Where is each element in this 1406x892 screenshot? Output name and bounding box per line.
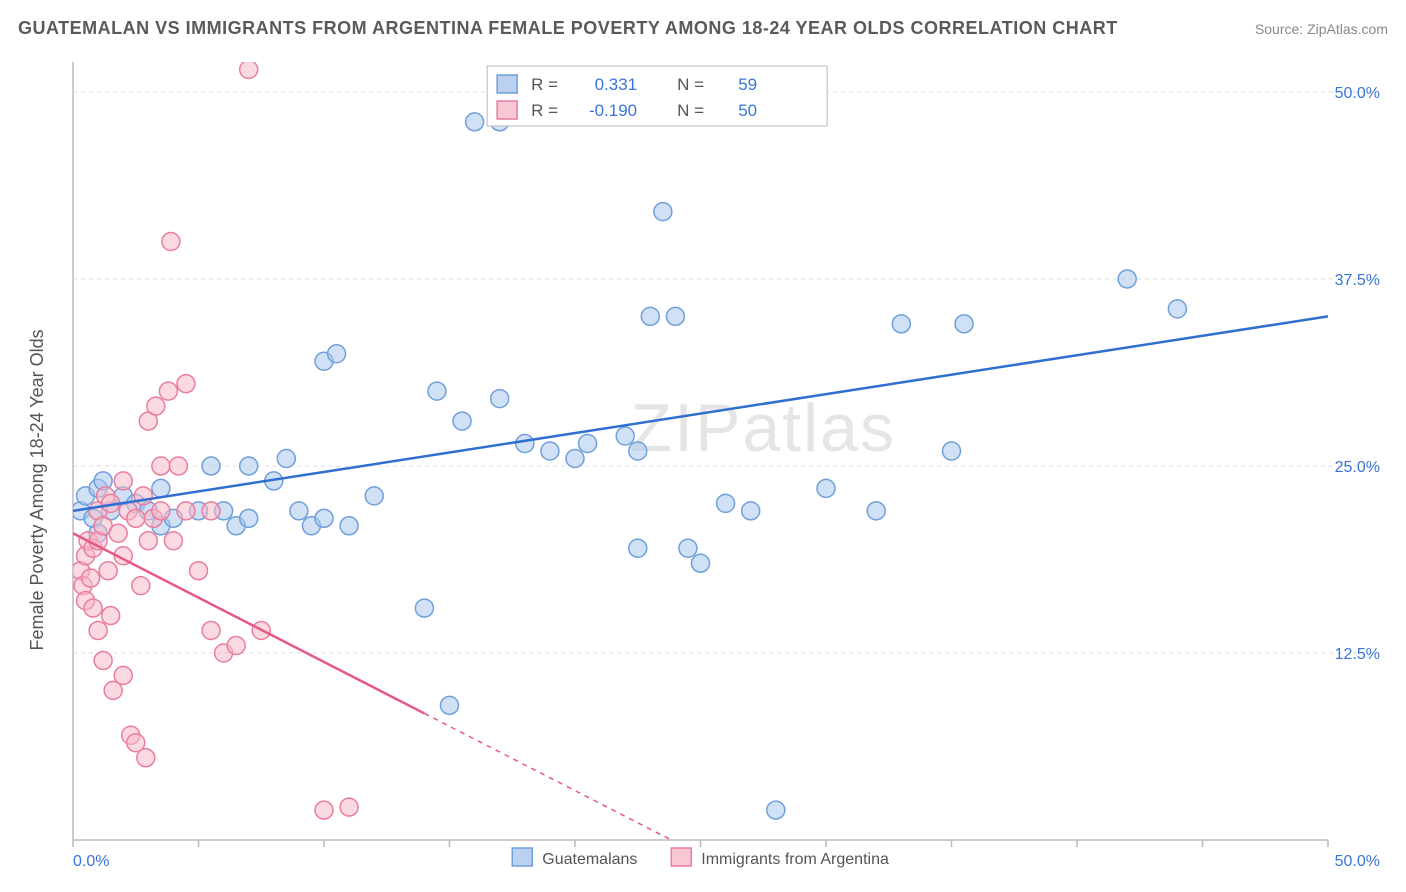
legend-r-value: 0.331 bbox=[595, 75, 638, 94]
data-point bbox=[365, 487, 383, 505]
data-point bbox=[955, 315, 973, 333]
data-point bbox=[114, 472, 132, 490]
data-point bbox=[84, 599, 102, 617]
data-point bbox=[328, 345, 346, 363]
legend-n-label: N = bbox=[677, 75, 704, 94]
data-point bbox=[616, 427, 634, 445]
data-point bbox=[89, 622, 107, 640]
data-point bbox=[717, 494, 735, 512]
data-point bbox=[466, 113, 484, 131]
data-point bbox=[132, 577, 150, 595]
data-point bbox=[579, 435, 597, 453]
trend-line bbox=[73, 316, 1328, 511]
legend-n-value: 50 bbox=[738, 101, 757, 120]
data-point bbox=[114, 666, 132, 684]
data-point bbox=[516, 435, 534, 453]
data-point bbox=[202, 622, 220, 640]
y-axis-label: Female Poverty Among 18-24 Year Olds bbox=[27, 329, 47, 650]
data-point bbox=[817, 479, 835, 497]
legend-r-label: R = bbox=[531, 101, 558, 120]
chart-title: GUATEMALAN VS IMMIGRANTS FROM ARGENTINA … bbox=[18, 18, 1118, 39]
data-point bbox=[240, 457, 258, 475]
data-point bbox=[428, 382, 446, 400]
data-point bbox=[692, 554, 710, 572]
legend-swatch bbox=[512, 848, 532, 866]
legend-series-label: Immigrants from Argentina bbox=[701, 851, 889, 868]
data-point bbox=[767, 801, 785, 819]
data-point bbox=[340, 798, 358, 816]
data-point bbox=[99, 562, 117, 580]
data-point bbox=[629, 539, 647, 557]
legend-n-value: 59 bbox=[738, 75, 757, 94]
data-point bbox=[679, 539, 697, 557]
data-point bbox=[109, 524, 127, 542]
data-point bbox=[277, 449, 295, 467]
data-point bbox=[137, 749, 155, 767]
y-tick-label: 50.0% bbox=[1335, 85, 1380, 102]
data-point bbox=[202, 502, 220, 520]
data-point bbox=[240, 509, 258, 527]
chart-container: 12.5% 25.0% 37.5% 50.0% ZIPatlas 0.0% 50.0% Fem… bbox=[18, 50, 1388, 882]
data-point bbox=[892, 315, 910, 333]
data-point bbox=[1168, 300, 1186, 318]
y-tick-label: 37.5% bbox=[1335, 272, 1380, 289]
data-point bbox=[566, 449, 584, 467]
data-point bbox=[127, 509, 145, 527]
data-point bbox=[159, 382, 177, 400]
data-point bbox=[227, 637, 245, 655]
legend-r-value: -0.190 bbox=[589, 101, 637, 120]
data-point bbox=[164, 532, 182, 550]
data-point bbox=[190, 562, 208, 580]
data-point bbox=[94, 651, 112, 669]
data-point bbox=[82, 569, 100, 587]
data-point bbox=[152, 479, 170, 497]
source-label: Source: ZipAtlas.com bbox=[1255, 21, 1388, 37]
x-label-left: 0.0% bbox=[73, 853, 109, 870]
y-tick-label: 25.0% bbox=[1335, 459, 1380, 476]
data-point bbox=[441, 696, 459, 714]
x-label-right: 50.0% bbox=[1335, 853, 1380, 870]
watermark: ZIPatlas bbox=[631, 390, 896, 466]
legend-n-label: N = bbox=[677, 101, 704, 120]
data-point bbox=[1118, 270, 1136, 288]
data-point bbox=[641, 307, 659, 325]
data-point bbox=[240, 60, 258, 78]
data-point bbox=[177, 502, 195, 520]
data-point bbox=[666, 307, 684, 325]
header-row: GUATEMALAN VS IMMIGRANTS FROM ARGENTINA … bbox=[18, 18, 1388, 39]
data-point bbox=[867, 502, 885, 520]
data-point bbox=[541, 442, 559, 460]
data-point bbox=[654, 203, 672, 221]
data-point bbox=[453, 412, 471, 430]
data-point bbox=[102, 607, 120, 625]
data-point bbox=[290, 502, 308, 520]
trend-line-dashed bbox=[424, 713, 700, 855]
data-point bbox=[177, 375, 195, 393]
data-point bbox=[162, 233, 180, 251]
data-point bbox=[340, 517, 358, 535]
data-point bbox=[152, 457, 170, 475]
data-point bbox=[315, 801, 333, 819]
data-point bbox=[742, 502, 760, 520]
legend-swatch bbox=[497, 75, 517, 93]
trend-line bbox=[73, 533, 424, 713]
data-point bbox=[147, 397, 165, 415]
data-point bbox=[315, 509, 333, 527]
scatter-chart: 12.5% 25.0% 37.5% 50.0% ZIPatlas 0.0% 50.0% Fem… bbox=[18, 50, 1388, 882]
data-point bbox=[202, 457, 220, 475]
data-point bbox=[152, 502, 170, 520]
legend-swatch bbox=[497, 101, 517, 119]
data-point bbox=[169, 457, 187, 475]
legend-swatch bbox=[671, 848, 691, 866]
data-point bbox=[139, 532, 157, 550]
legend-r-label: R = bbox=[531, 75, 558, 94]
data-point bbox=[629, 442, 647, 460]
data-point bbox=[491, 390, 509, 408]
legend-series-label: Guatemalans bbox=[542, 851, 637, 868]
data-point bbox=[415, 599, 433, 617]
data-point bbox=[943, 442, 961, 460]
y-tick-label: 12.5% bbox=[1335, 646, 1380, 663]
